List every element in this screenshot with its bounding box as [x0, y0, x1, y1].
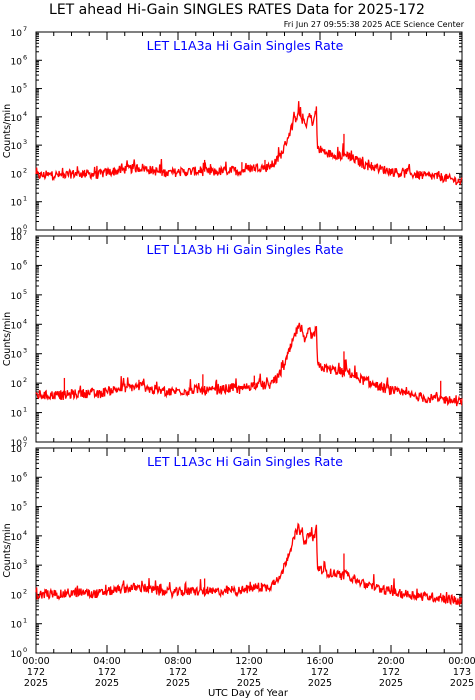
- y-tick-label: 10: [11, 445, 23, 455]
- x-tick-day: 172: [382, 667, 400, 678]
- y-tick-label: 10: [11, 292, 23, 302]
- y-tick-label: 10: [11, 199, 23, 209]
- y-tick-label: 10: [11, 621, 23, 631]
- x-tick-year: 2025: [24, 678, 48, 689]
- x-tick-time: 16:00: [306, 656, 333, 667]
- x-tick-time: 04:00: [93, 656, 120, 667]
- y-tick-exponent: 2: [23, 166, 27, 174]
- x-tick-day: 173: [453, 667, 471, 678]
- x-axis: 00:00172202504:00172202508:00172202512:0…: [22, 656, 475, 689]
- y-tick-exponent: 4: [23, 110, 27, 118]
- y-tick-label: 10: [11, 233, 23, 243]
- y-axis-label: Counts/min: [2, 312, 13, 366]
- panel-title: LET L1A3b Hi Gain Singles Rate: [147, 242, 344, 257]
- x-tick-time: 12:00: [235, 656, 262, 667]
- series-line: [35, 522, 463, 606]
- y-tick-label: 10: [11, 474, 23, 484]
- y-tick-label: 10: [11, 29, 23, 39]
- y-tick-exponent: 6: [23, 53, 27, 61]
- x-tick-time: 20:00: [377, 656, 404, 667]
- x-tick-day: 172: [169, 667, 187, 678]
- y-tick-exponent: 1: [23, 195, 27, 203]
- y-tick-exponent: 3: [23, 347, 27, 355]
- y-tick-label: 10: [11, 57, 23, 67]
- y-tick-label: 10: [11, 321, 23, 331]
- y-tick-exponent: 1: [23, 406, 27, 414]
- y-tick-exponent: 3: [23, 138, 27, 146]
- x-axis-label: UTC Day of Year: [208, 688, 289, 699]
- x-tick-year: 2025: [450, 678, 474, 689]
- y-axis-label: Counts/min: [2, 523, 13, 577]
- y-tick-exponent: 7: [23, 441, 27, 449]
- x-tick-year: 2025: [166, 678, 190, 689]
- x-tick-year: 2025: [308, 678, 332, 689]
- x-tick-year: 2025: [379, 678, 403, 689]
- y-tick-label: 10: [11, 562, 23, 572]
- y-tick-label: 10: [11, 114, 23, 124]
- y-tick-label: 10: [11, 351, 23, 361]
- x-tick-time: 00:00: [22, 656, 49, 667]
- x-tick-day: 172: [311, 667, 329, 678]
- y-tick-exponent: 6: [23, 258, 27, 266]
- y-tick-label: 10: [11, 504, 23, 514]
- y-tick-exponent: 3: [23, 558, 27, 566]
- y-tick-label: 10: [11, 86, 23, 96]
- chart-title: LET ahead Hi-Gain SINGLES RATES Data for…: [49, 2, 425, 18]
- plot-frame: [35, 235, 463, 443]
- x-tick-year: 2025: [95, 678, 119, 689]
- y-tick-exponent: 2: [23, 376, 27, 384]
- y-tick-exponent: 7: [23, 25, 27, 33]
- y-tick-exponent: 5: [23, 82, 27, 90]
- panel-title: LET L1A3c Hi Gain Singles Rate: [147, 454, 343, 469]
- y-tick-exponent: 7: [23, 229, 27, 237]
- y-tick-label: 10: [11, 439, 23, 449]
- panel-title: LET L1A3a Hi Gain Singles Rate: [147, 38, 344, 53]
- y-tick-label: 10: [11, 380, 23, 390]
- y-tick-exponent: 4: [23, 317, 27, 325]
- y-tick-label: 10: [11, 591, 23, 601]
- x-tick-time: 08:00: [164, 656, 191, 667]
- x-tick-time: 00:00: [448, 656, 475, 667]
- y-tick-exponent: 1: [23, 617, 27, 625]
- generation-timestamp: Fri Jun 27 09:55:38 2025 ACE Science Cen…: [284, 20, 465, 29]
- y-tick-label: 10: [11, 410, 23, 420]
- plot-frame: [35, 447, 463, 654]
- x-tick-year: 2025: [237, 678, 261, 689]
- y-tick-label: 10: [11, 170, 23, 180]
- plot-frame: [35, 31, 463, 231]
- y-tick-label: 10: [11, 227, 23, 237]
- y-tick-exponent: 0: [23, 223, 27, 231]
- y-tick-exponent: 0: [23, 435, 27, 443]
- y-tick-label: 10: [11, 533, 23, 543]
- y-tick-label: 10: [11, 142, 23, 152]
- y-tick-label: 10: [11, 650, 23, 660]
- x-tick-day: 172: [240, 667, 258, 678]
- y-tick-exponent: 0: [23, 646, 27, 654]
- y-tick-label: 10: [11, 262, 23, 272]
- x-tick-day: 172: [27, 667, 45, 678]
- x-tick-day: 172: [98, 667, 116, 678]
- series-line: [35, 101, 463, 186]
- y-tick-exponent: 5: [23, 288, 27, 296]
- y-tick-exponent: 6: [23, 470, 27, 478]
- y-axis-label: Counts/min: [2, 104, 13, 158]
- y-tick-exponent: 4: [23, 529, 27, 537]
- y-tick-exponent: 2: [23, 587, 27, 595]
- y-tick-exponent: 5: [23, 500, 27, 508]
- series-line: [35, 322, 463, 407]
